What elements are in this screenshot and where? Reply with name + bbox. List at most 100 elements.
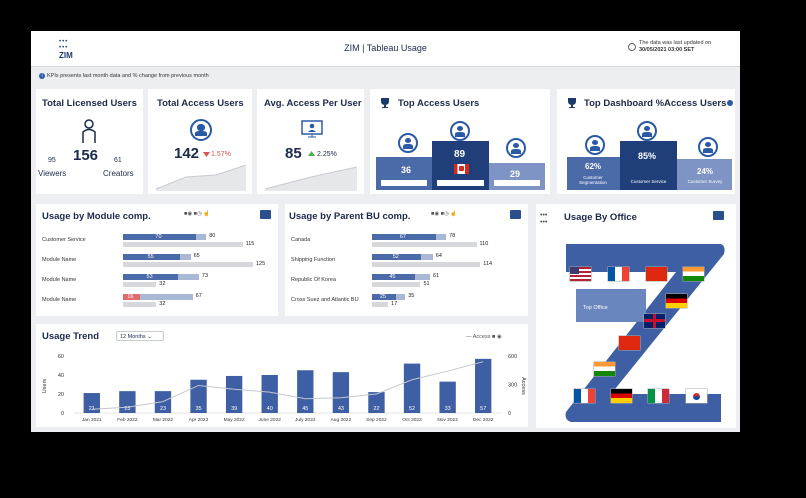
last-updated: The data was last updated on 30/05/2021 …: [639, 40, 712, 53]
row-label: Cross Suez and Atlantic BU: [291, 297, 359, 303]
info-icon[interactable]: [727, 100, 733, 106]
calendar-button[interactable]: [510, 210, 521, 219]
card-top-dashboard: Top Dashboard %Access Users 62% 85% 24% …: [557, 89, 735, 194]
legend-access: — Access ■ ◉: [466, 334, 502, 340]
card-access-users: Total Access Users 142 1.57%: [148, 89, 252, 194]
card-title: Usage By Office: [564, 212, 637, 223]
bar-current: [123, 274, 179, 280]
x-tick-label: July 2022: [295, 417, 316, 423]
access-value: 142: [174, 145, 200, 162]
access-sparkline: [156, 164, 246, 191]
india-flag-icon: [683, 267, 704, 281]
trend-bar: [261, 375, 278, 413]
trend-bar-value: 23: [124, 406, 130, 412]
podium-label: Customer Survey: [687, 179, 723, 184]
bar-previous-value: 61: [432, 273, 440, 279]
user-avatar-icon: [506, 138, 526, 158]
bar-current: [372, 294, 396, 300]
germany-flag-icon: [666, 294, 687, 308]
card-title: Top Dashboard %Access Users: [584, 98, 727, 109]
calendar-button[interactable]: [713, 211, 724, 220]
y-right-tick: 600: [508, 354, 517, 360]
bar-comparison-value: 51: [423, 281, 430, 287]
user-icon: [82, 119, 96, 143]
italy-flag-icon: [648, 389, 669, 403]
y-right-label: Access: [520, 377, 526, 395]
x-tick-label: Aug 2022: [331, 417, 352, 423]
dashboard-frame: ••• ••• ZIM ZIM | Tableau Usage The data …: [31, 31, 740, 432]
name-placeholder: [437, 180, 484, 186]
germany-flag-icon: [611, 389, 632, 403]
bar-comparison-value: 17: [391, 301, 398, 307]
filter-icons[interactable]: ■◉ ■◷ ☝: [431, 211, 458, 217]
access-line: [91, 361, 484, 410]
bar-comparison-value: 32: [159, 301, 166, 307]
us-canton: [570, 267, 579, 274]
filter-icons[interactable]: ■◉ ■◷ ☝: [184, 211, 211, 217]
trend-bar-value: 40: [267, 406, 273, 412]
info-note: i KPIs presents last month data and % cha…: [39, 73, 209, 79]
chevron-down-icon: ⌄: [147, 334, 152, 340]
trend-bar-value: 45: [302, 406, 308, 412]
canada-flag-icon: [454, 164, 469, 174]
china-flag-icon: [646, 267, 667, 281]
trend-bar: [475, 358, 492, 413]
trend-bar: [83, 393, 100, 413]
bar-comparison: [372, 282, 421, 287]
x-tick-label: Feb 2022: [117, 417, 138, 423]
bar-current: [372, 254, 422, 260]
bar-comparison: [123, 302, 157, 307]
bar-current-value: 53: [146, 274, 153, 280]
bar-comparison-value: 115: [245, 241, 255, 247]
bar-current: [372, 234, 436, 240]
podium-second: [567, 157, 620, 190]
card-title: Avg. Access Per User: [264, 98, 362, 109]
row-label: Shipping Function: [291, 257, 336, 263]
bar-previous-value: 67: [195, 293, 202, 299]
bar-previous-value: 64: [435, 253, 442, 259]
y-right-tick: 300: [508, 383, 517, 389]
row-label: Module Name: [42, 297, 77, 303]
bar-comparison: [372, 262, 481, 267]
card-title: Total Access Users: [157, 98, 244, 109]
avg-sparkline: [265, 166, 357, 191]
period-dropdown[interactable]: 12 Months ⌄: [116, 331, 164, 341]
monitor-user-icon: [301, 120, 323, 138]
bar-previous: [123, 294, 193, 300]
podium-first: [620, 141, 677, 190]
y-right-tick: 0: [508, 411, 511, 417]
trophy-icon: [568, 98, 576, 108]
x-tick-label: May 2022: [224, 417, 245, 423]
x-tick-label: Dec 2022: [473, 417, 494, 423]
y-left-label: Users: [42, 379, 48, 394]
x-tick-label: Oct 2022: [402, 417, 422, 423]
card-title: Usage Trend: [42, 331, 100, 342]
y-left-tick: 0: [61, 411, 64, 417]
card-parent-bu-usage: Usage by Parent BU comp. ■◉ ■◷ ☝ Canada 6…: [285, 204, 528, 316]
trend-bar-value: 39: [231, 406, 237, 412]
x-tick-label: Jan 2021: [82, 417, 102, 423]
access-change: 1.57%: [211, 151, 231, 158]
podium-value: 62%: [585, 162, 602, 171]
podium-value: 85%: [638, 151, 657, 161]
korea-taeguk: [693, 393, 700, 400]
trend-bar: [190, 379, 207, 413]
bar-comparison-value: 110: [479, 241, 489, 247]
name-placeholder: [494, 180, 540, 186]
bar-current-value: 25: [379, 294, 386, 300]
calendar-button[interactable]: [260, 210, 271, 219]
podium-value: 24%: [697, 167, 714, 176]
uk-flag-icon: [644, 314, 665, 328]
card-usage-trend: Usage Trend 12 Months ⌄ — Access ■ ◉ 60 4…: [36, 324, 528, 427]
trend-bar: [225, 375, 243, 413]
card-licensed-users: Total Licensed Users 156 95 61 Viewers C…: [36, 89, 143, 194]
user-avatar-icon: [450, 121, 470, 141]
podium-third: [677, 159, 732, 190]
arrow-down-icon: [203, 152, 210, 157]
bar-current: [123, 294, 140, 300]
x-tick-label: Mar 2022: [153, 417, 174, 423]
bar-current: [123, 254, 181, 260]
trend-bar: [439, 381, 456, 413]
trend-bar: [368, 392, 385, 413]
